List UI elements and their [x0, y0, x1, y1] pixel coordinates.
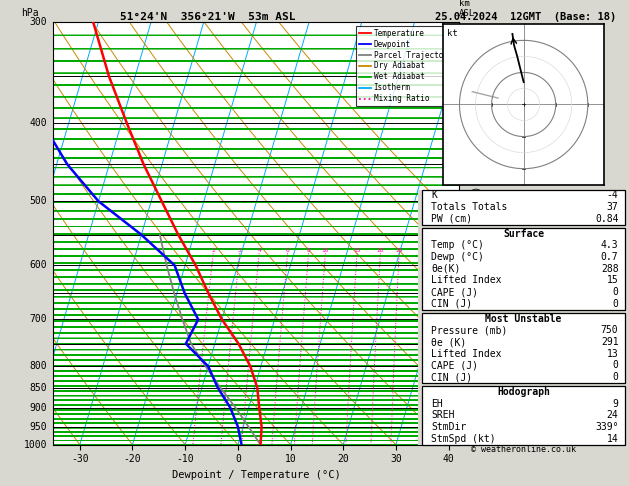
- Text: 20: 20: [377, 248, 384, 253]
- Text: -5: -5: [461, 235, 472, 244]
- Text: -LCL: -LCL: [461, 422, 481, 431]
- Text: Pressure (mb): Pressure (mb): [431, 325, 508, 335]
- Text: Temp (°C): Temp (°C): [431, 240, 484, 250]
- Bar: [423, 228, 625, 310]
- Text: 13: 13: [607, 349, 618, 359]
- Text: 900: 900: [30, 403, 47, 413]
- Text: Most Unstable: Most Unstable: [486, 313, 562, 324]
- Text: 24: 24: [607, 410, 618, 420]
- Text: 291: 291: [601, 337, 618, 347]
- Text: 37: 37: [607, 202, 618, 212]
- Text: Lifted Index: Lifted Index: [431, 276, 501, 285]
- Text: © weatheronline.co.uk: © weatheronline.co.uk: [471, 445, 576, 454]
- Text: 4.3: 4.3: [601, 240, 618, 250]
- Text: θe(K): θe(K): [431, 264, 460, 274]
- Text: 950: 950: [30, 422, 47, 432]
- Text: 25: 25: [396, 248, 403, 253]
- Text: PW (cm): PW (cm): [431, 214, 472, 224]
- Bar: [423, 386, 625, 445]
- Text: θe (K): θe (K): [431, 337, 466, 347]
- Text: -2: -2: [461, 360, 472, 368]
- Text: -7: -7: [461, 153, 472, 162]
- Text: km
ASL: km ASL: [459, 0, 476, 17]
- Text: 700: 700: [30, 314, 47, 325]
- Text: 300: 300: [30, 17, 47, 27]
- X-axis label: Dewpoint / Temperature (°C): Dewpoint / Temperature (°C): [172, 470, 341, 480]
- Text: 288: 288: [601, 264, 618, 274]
- Text: StmSpd (kt): StmSpd (kt): [431, 434, 496, 444]
- Text: 0: 0: [613, 361, 618, 370]
- Bar: [423, 190, 625, 225]
- Text: K: K: [431, 191, 437, 200]
- Text: 0: 0: [613, 299, 618, 309]
- Text: -6: -6: [461, 194, 472, 203]
- Text: 2: 2: [211, 248, 215, 253]
- Text: hPa: hPa: [21, 8, 38, 17]
- Text: 600: 600: [30, 260, 47, 270]
- Text: 10: 10: [321, 248, 329, 253]
- Text: StmDir: StmDir: [431, 422, 466, 432]
- Text: 9: 9: [613, 399, 618, 409]
- Text: Hodograph: Hodograph: [497, 387, 550, 397]
- Text: Surface: Surface: [503, 228, 544, 239]
- Text: 6: 6: [286, 248, 289, 253]
- Text: Mixing Ratio (g/kg): Mixing Ratio (g/kg): [474, 186, 482, 281]
- Text: -4: -4: [461, 277, 472, 286]
- Text: CIN (J): CIN (J): [431, 372, 472, 382]
- Text: 0: 0: [613, 372, 618, 382]
- Text: kt: kt: [447, 29, 457, 38]
- Text: 0: 0: [613, 287, 618, 297]
- Legend: Temperature, Dewpoint, Parcel Trajectory, Dry Adiabat, Wet Adiabat, Isotherm, Mi: Temperature, Dewpoint, Parcel Trajectory…: [356, 26, 455, 106]
- Text: 14: 14: [607, 434, 618, 444]
- Text: 339°: 339°: [595, 422, 618, 432]
- Text: 800: 800: [30, 361, 47, 371]
- Text: 0.84: 0.84: [595, 214, 618, 224]
- Text: 15: 15: [607, 276, 618, 285]
- Text: CAPE (J): CAPE (J): [431, 361, 478, 370]
- Text: -4: -4: [607, 191, 618, 200]
- Text: 25.04.2024  12GMT  (Base: 18): 25.04.2024 12GMT (Base: 18): [435, 12, 616, 22]
- Text: 500: 500: [30, 196, 47, 206]
- Text: -1: -1: [461, 401, 472, 410]
- Text: 400: 400: [30, 118, 47, 128]
- Text: Lifted Index: Lifted Index: [431, 349, 501, 359]
- Text: 3: 3: [238, 248, 242, 253]
- Text: Dewp (°C): Dewp (°C): [431, 252, 484, 262]
- Text: 15: 15: [353, 248, 361, 253]
- Text: 750: 750: [601, 325, 618, 335]
- Text: 51°24'N  356°21'W  53m ASL: 51°24'N 356°21'W 53m ASL: [120, 12, 296, 22]
- Text: SREH: SREH: [431, 410, 454, 420]
- Text: 1000: 1000: [24, 440, 47, 450]
- Text: 4: 4: [257, 248, 261, 253]
- Text: CAPE (J): CAPE (J): [431, 287, 478, 297]
- Text: 850: 850: [30, 382, 47, 393]
- Text: EH: EH: [431, 399, 443, 409]
- Bar: [423, 313, 625, 383]
- Text: 8: 8: [307, 248, 311, 253]
- Text: CIN (J): CIN (J): [431, 299, 472, 309]
- Text: 0.7: 0.7: [601, 252, 618, 262]
- Text: Totals Totals: Totals Totals: [431, 202, 508, 212]
- Text: -3: -3: [461, 318, 472, 327]
